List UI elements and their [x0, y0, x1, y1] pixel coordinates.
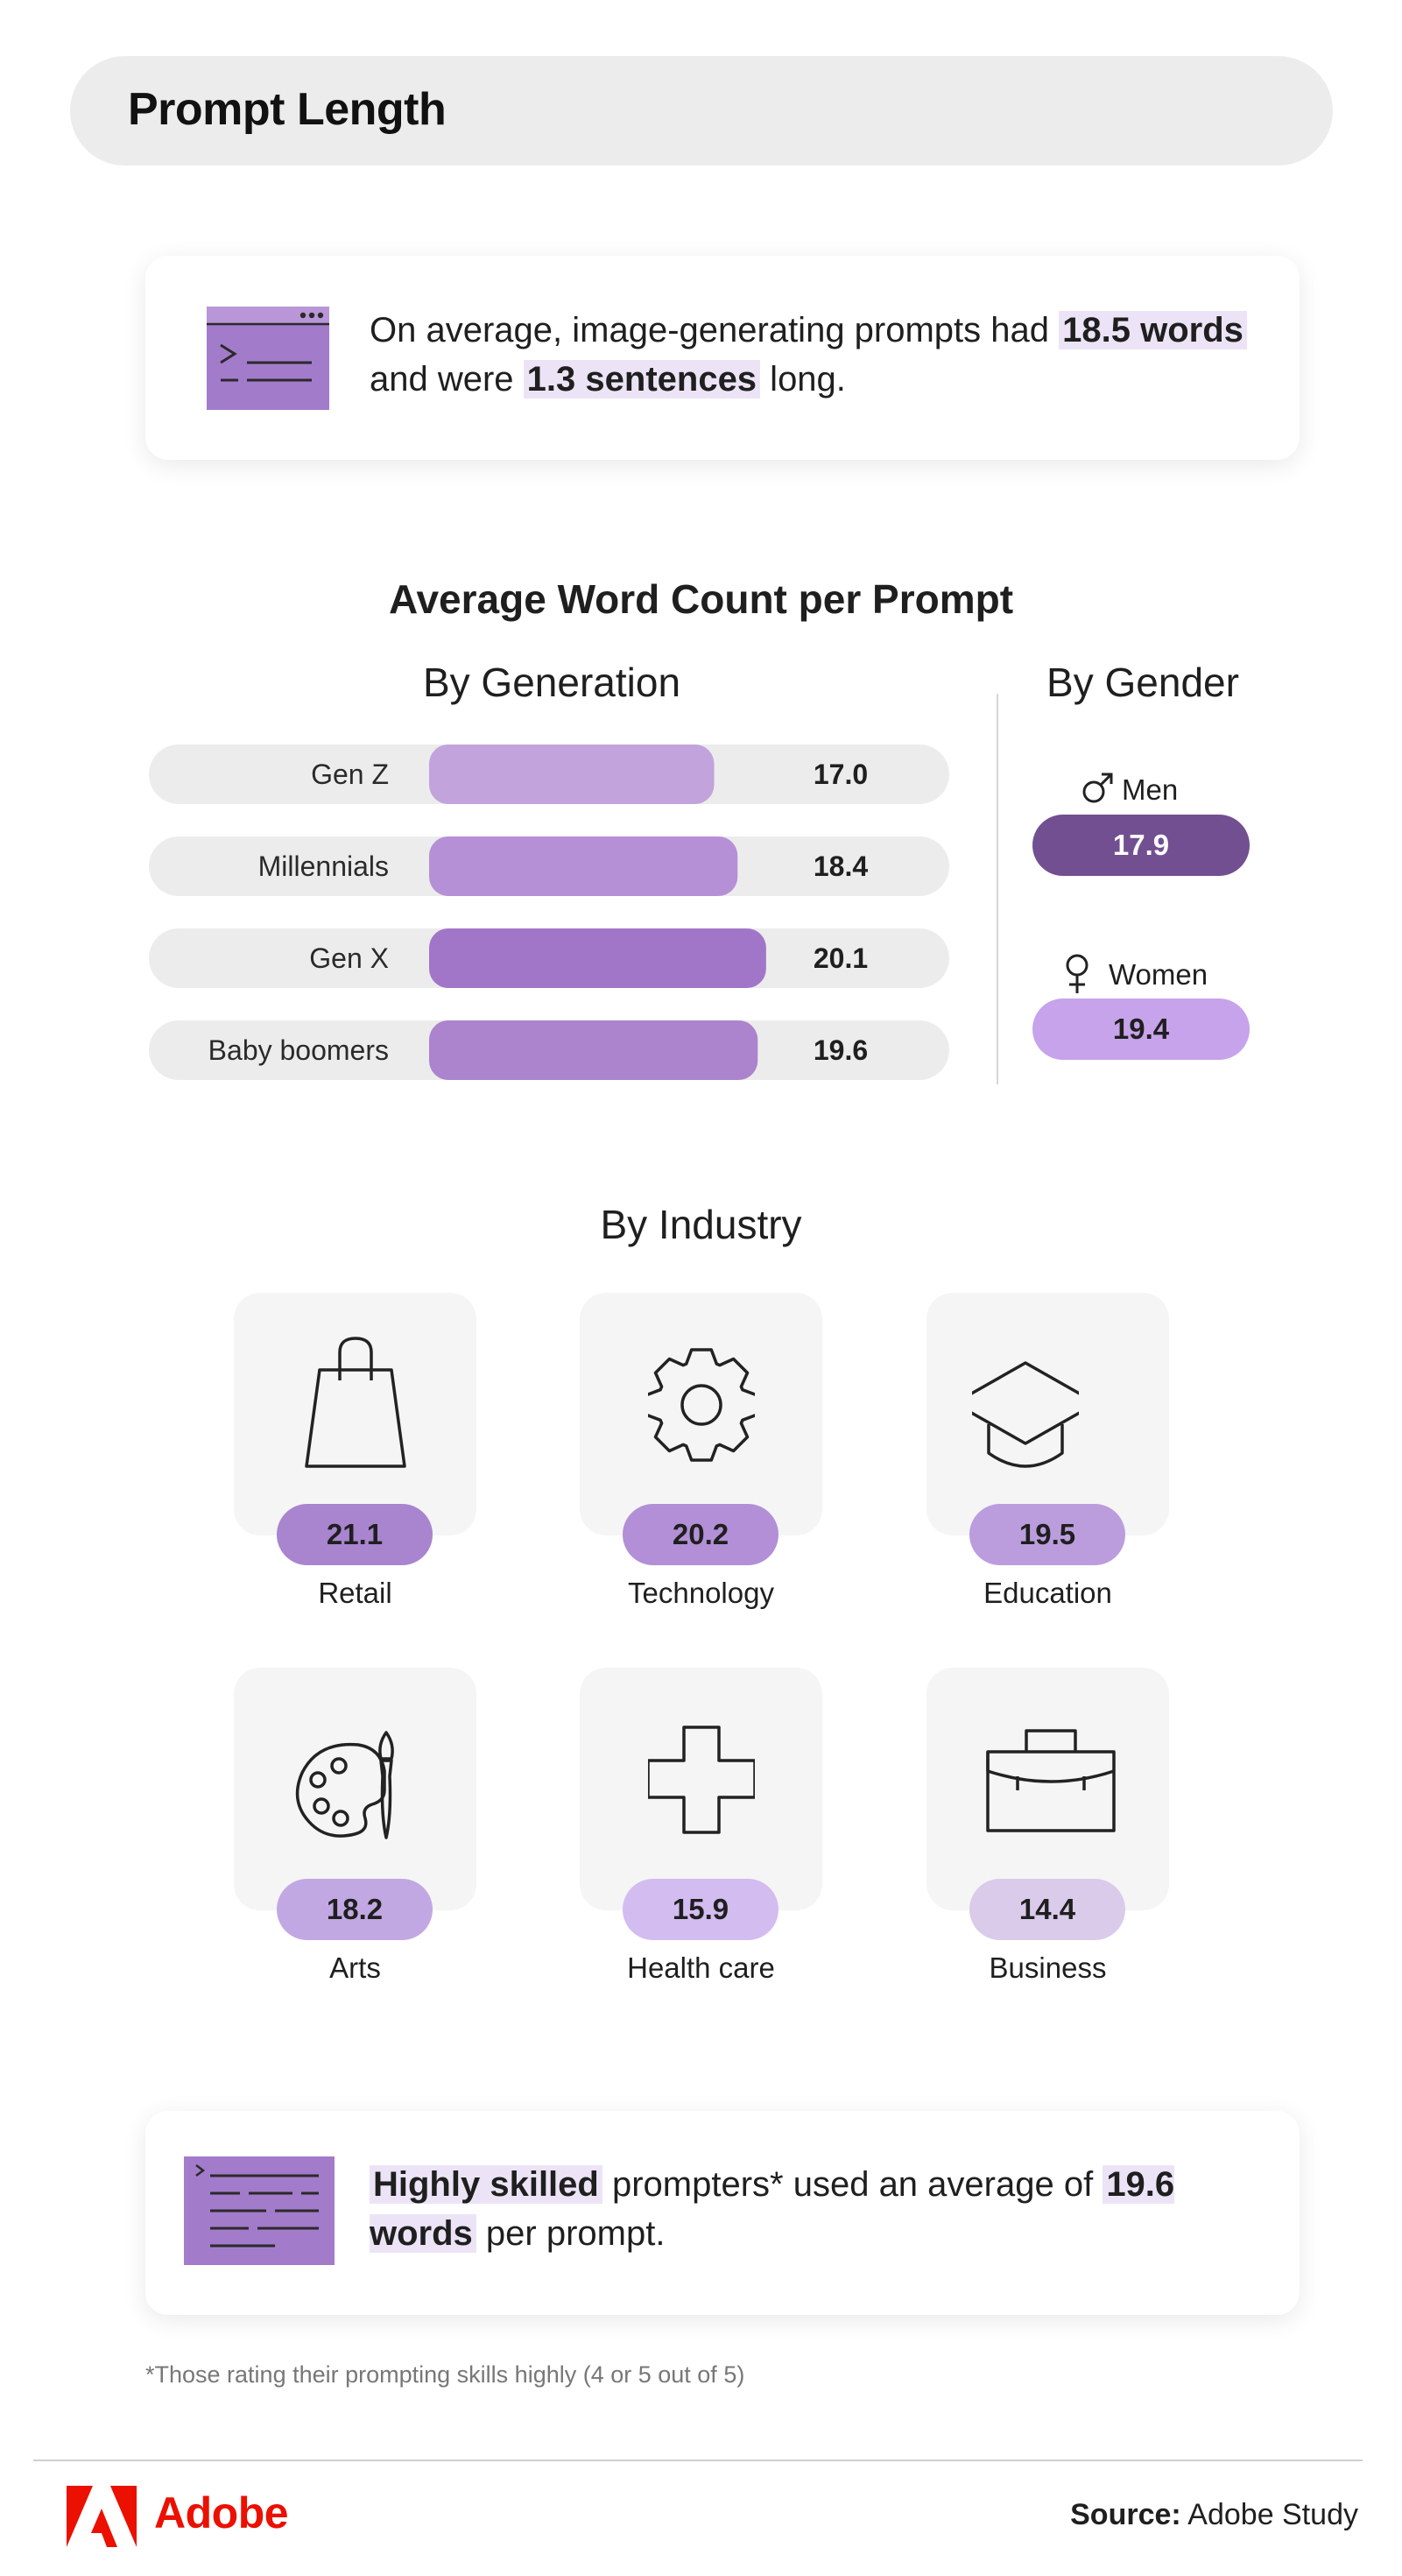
male-symbol-icon	[1082, 773, 1113, 803]
title-banner: Prompt Length	[70, 56, 1333, 166]
industry-value-retail: 21.1	[277, 1504, 433, 1565]
skilled-highlight: Highly skilled	[370, 2165, 602, 2204]
female-symbol-icon	[1066, 954, 1088, 993]
bar-baby-boomers	[429, 1020, 758, 1080]
gear-outline	[648, 1348, 755, 1462]
chart-title: Average Word Count per Prompt	[388, 576, 1014, 622]
gender-title: By Gender	[1046, 660, 1239, 705]
shopping-bag-icon	[305, 1337, 406, 1468]
generation-title: By Generation	[422, 660, 681, 705]
document-lines-icon	[184, 2156, 335, 2265]
source-credit: Source: Adobe Study	[1070, 2498, 1358, 2531]
men-label: Men	[1080, 769, 1178, 807]
page-title: Prompt Length	[128, 84, 447, 135]
summary-text: On average, image-generating prompts had…	[370, 306, 1263, 404]
palette-icon	[295, 1731, 394, 1839]
terminal-window-icon	[207, 307, 329, 410]
section-divider	[997, 694, 998, 1084]
industry-card-health-care	[580, 1668, 822, 1910]
bar-gen-x	[429, 928, 766, 988]
gear-icon	[648, 1348, 755, 1462]
industry-label-business: Business	[989, 1951, 1107, 1984]
bar-value-gen-x: 20.1	[814, 942, 868, 974]
industry-label-retail: Retail	[318, 1577, 392, 1609]
bar-label-gen-x: Gen X	[309, 942, 389, 974]
bar-label-millennials: Millennials	[258, 850, 389, 882]
bar-label-baby-boomers: Baby boomers	[208, 1034, 389, 1066]
summary-sentences-highlight: 1.3 sentences	[523, 360, 761, 399]
footer-divider	[33, 2460, 1363, 2461]
adobe-logo-icon	[67, 2486, 137, 2547]
summary-card: On average, image-generating prompts had…	[145, 256, 1300, 460]
bar-label-gen-z: Gen Z	[311, 759, 389, 790]
adobe-wordmark: Adobe	[154, 2488, 289, 2537]
industry-card-arts	[234, 1668, 476, 1910]
women-label: Women	[1060, 951, 1208, 997]
summary-words-highlight: 18.5 words	[1059, 311, 1247, 349]
briefcase-icon	[986, 1729, 1116, 1832]
bar-value-baby-boomers: 19.6	[814, 1034, 868, 1066]
women-value-pill: 19.4	[1032, 999, 1250, 1060]
industry-label-technology: Technology	[628, 1577, 774, 1609]
industry-label-health-care: Health care	[627, 1951, 775, 1984]
graduation-cap-icon	[972, 1361, 1079, 1468]
bar-value-millennials: 18.4	[814, 850, 868, 882]
industry-value-health-care: 15.9	[623, 1879, 778, 1940]
men-value-pill: 17.9	[1032, 815, 1250, 876]
industry-value-business: 14.4	[969, 1879, 1125, 1940]
footnote: *Those rating their prompting skills hig…	[145, 2361, 745, 2388]
industry-label-education: Education	[983, 1577, 1112, 1609]
bar-gen-z	[429, 745, 715, 804]
industry-card-education	[926, 1293, 1169, 1535]
industry-card-technology	[580, 1293, 822, 1535]
generation-bar-chart: Gen Z 17.0 Millennials 18.4 Gen X 20.1 Baby bo…	[149, 745, 949, 1080]
industry-label-arts: Arts	[329, 1951, 381, 1984]
industry-card-business	[926, 1668, 1169, 1910]
industry-card-retail	[234, 1293, 476, 1535]
skilled-prompters-card: Highly skilled prompters* used an averag…	[145, 2111, 1300, 2315]
industry-value-education: 19.5	[969, 1504, 1125, 1565]
bar-millennials	[429, 836, 738, 896]
bar-value-gen-z: 17.0	[814, 759, 868, 790]
industry-value-technology: 20.2	[623, 1504, 778, 1565]
industry-title: By Industry	[600, 1202, 802, 1247]
industry-value-arts: 18.2	[277, 1879, 433, 1940]
medical-cross-icon	[648, 1726, 755, 1834]
skilled-prompters-text: Highly skilled prompters* used an averag…	[370, 2165, 1175, 2253]
